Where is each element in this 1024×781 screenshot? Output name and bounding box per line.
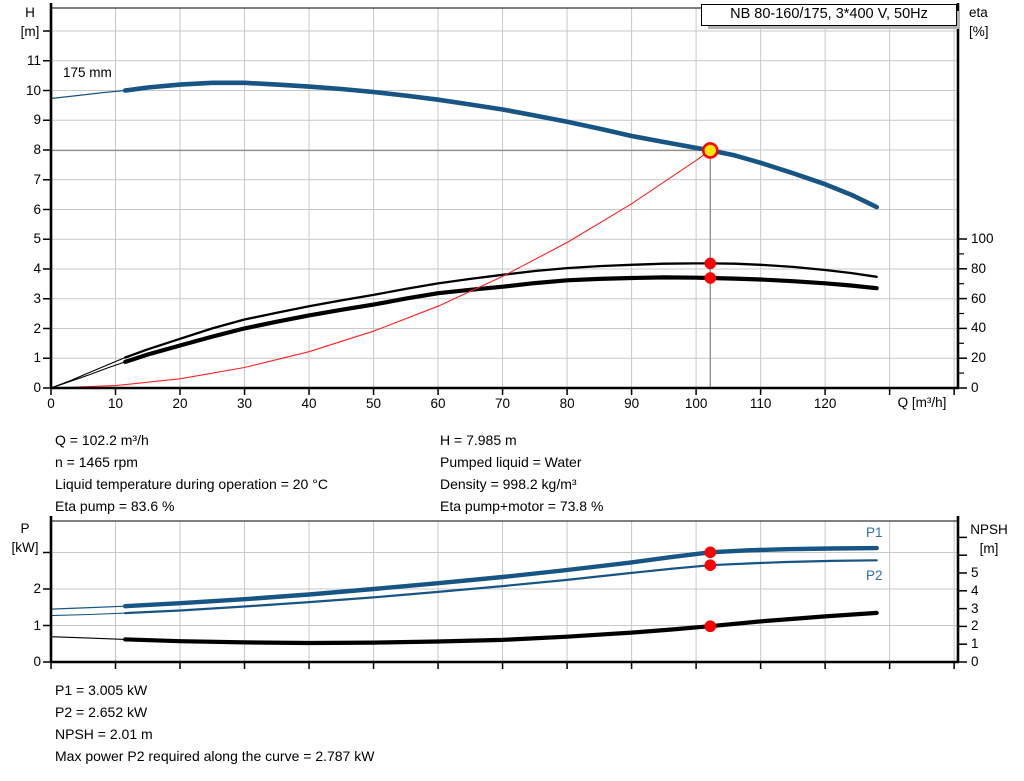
h-axis-title: H [m] [13, 3, 47, 41]
info-line-npsh: NPSH = 2.01 m [55, 726, 153, 742]
duty-point[interactable] [701, 142, 719, 159]
eta-axis-title-line2: [%] [969, 24, 989, 39]
y-left-tick-label: 10 [25, 82, 41, 98]
y-left-tick-label: 0 [33, 380, 41, 395]
y-left-tick-label: 8 [33, 142, 41, 157]
info-line-p2: P2 = 2.652 kW [55, 704, 148, 720]
y-left-tick-label: 5 [33, 231, 41, 247]
y-left-tick-label: 7 [33, 171, 41, 187]
h-curve-175mm [122, 80, 880, 210]
info-line-density: Density = 998.2 kg/m³ [440, 476, 577, 492]
p-axis-title-line2: [kW] [11, 540, 39, 555]
eta-pump-point [704, 257, 717, 270]
p1-curve-label: P1 [866, 525, 883, 540]
q-axis-title: Q [m³/h] [897, 395, 947, 410]
system-curve [50, 149, 711, 389]
npsh-curve-thin [50, 636, 126, 640]
y-right-tick-label: 5 [971, 565, 979, 580]
x-tick-label: 60 [430, 396, 446, 411]
p1-curve [122, 545, 879, 609]
y-right-tick-label: 0 [971, 654, 979, 669]
x-tick-label: 90 [624, 396, 640, 411]
duty-point-info: Q = 102.2 m³/h n = 1465 rpm Liquid tempe… [55, 429, 328, 517]
eta-axis-title-line1: eta [969, 5, 988, 20]
x-tick-label: 110 [749, 396, 772, 411]
p-axis-title-line1: P [20, 521, 30, 536]
info-line-liquid: Pumped liquid = Water [440, 454, 582, 470]
p2-curve-thin [50, 612, 126, 617]
pump-title: NB 80-160/175, 3*400 V, 50Hz [730, 6, 928, 22]
info-line-h: H = 7.985 m [440, 432, 517, 448]
h-axis-title-line1: H [25, 5, 35, 20]
x-tick-label: 80 [559, 396, 575, 411]
y-right-tick-label: 40 [971, 320, 987, 336]
x-tick-label: 50 [366, 396, 382, 411]
eta-pump-curve [124, 262, 878, 359]
y-right-tick-label: 60 [971, 290, 987, 306]
p2-point [704, 559, 717, 572]
x-tick-label: 40 [301, 396, 317, 411]
y-left-tick-label: 1 [33, 617, 41, 633]
info-line-q: Q = 102.2 m³/h [55, 432, 149, 448]
y-right-tick-label: 3 [971, 600, 979, 616]
h-axis-title-line2: [m] [20, 24, 40, 39]
info-line-eta-pump: Eta pump = 83.6 % [55, 498, 175, 514]
eta-pump-motor-point [704, 272, 717, 284]
y-right-tick-label: 1 [971, 636, 979, 652]
x-tick-label: 10 [107, 396, 124, 411]
eta-axis-title: eta [%] [969, 3, 989, 41]
info-line-eta-total: Eta pump+motor = 73.8 % [440, 498, 604, 514]
y-right-tick-label: 20 [971, 350, 987, 366]
x-tick-label: 0 [47, 396, 55, 411]
x-tick-label: 70 [495, 396, 511, 411]
p-axis-title: P [kW] [8, 519, 42, 557]
y-right-tick-label: 100 [971, 231, 994, 246]
h-curve-175mm-thin [50, 89, 126, 100]
y-left-tick-label: 1 [33, 350, 41, 366]
y-left-tick-label: 11 [26, 52, 41, 68]
npsh-axis-title: NPSH [m] [960, 520, 1018, 558]
liquid-info: H = 7.985 m Pumped liquid = Water Densit… [440, 429, 603, 517]
y-left-tick-label: 0 [33, 654, 41, 669]
y-right-tick-label: 80 [971, 260, 987, 276]
y-right-tick-label: 0 [971, 380, 979, 395]
eta-pump-motor-curve-thin [50, 361, 126, 389]
info-line-n: n = 1465 rpm [55, 454, 138, 470]
x-tick-label: 20 [172, 396, 188, 411]
p1-curve-thin [50, 605, 126, 610]
npsh-curve [123, 610, 879, 646]
eta-pump-motor-curve [123, 275, 879, 364]
info-line-p1: P1 = 3.005 kW [55, 682, 148, 698]
y-left-tick-label: 3 [33, 290, 41, 306]
p2-curve [124, 559, 878, 615]
y-right-tick-label: 4 [971, 582, 979, 598]
npsh-point [704, 620, 717, 633]
npsh-axis-title-line1: NPSH [970, 522, 1008, 537]
x-tick-label: 30 [237, 396, 253, 411]
p2-curve-label: P2 [866, 568, 883, 583]
info-line-temperature: Liquid temperature during operation = 20… [55, 476, 328, 492]
y-left-tick-label: 2 [33, 320, 41, 336]
y-left-tick-label: 2 [33, 581, 41, 596]
x-tick-label: 120 [813, 396, 837, 411]
y-left-tick-label: 4 [33, 261, 41, 276]
power-npsh-info: P1 = 3.005 kW P2 = 2.652 kW NPSH = 2.01 … [55, 679, 374, 767]
impeller-size-label: 175 mm [63, 65, 112, 80]
x-tick-label: 100 [684, 396, 708, 411]
pump-title-box: NB 80-160/175, 3*400 V, 50Hz [701, 4, 957, 26]
info-line-maxpower: Max power P2 required along the curve = … [55, 748, 375, 764]
y-left-tick-label: 9 [33, 112, 41, 128]
y-right-tick-label: 2 [971, 618, 979, 634]
p1-point [704, 546, 717, 559]
npsh-axis-title-line2: [m] [979, 541, 999, 556]
y-left-tick-label: 6 [33, 201, 41, 217]
